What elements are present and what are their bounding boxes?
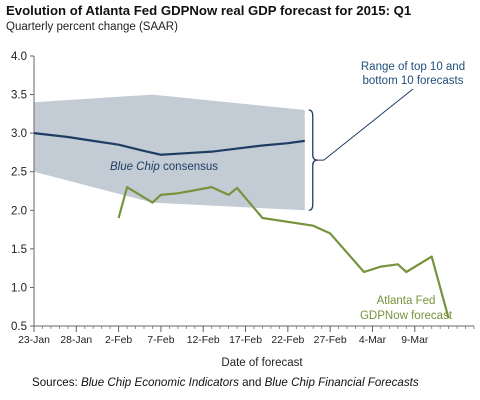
x-tick-label: 2-Feb [105, 335, 132, 346]
x-tick-label: 23-Jan [18, 335, 50, 346]
y-tick-label: 3.5 [11, 90, 27, 102]
y-tick-label: 1.0 [11, 282, 27, 294]
annotation-layer: Range of top 10 and bottom 10 forecasts Bl… [110, 61, 465, 322]
gdpnow-label-line: GDPNow forecast [360, 310, 453, 322]
blue-chip-label-rest: consensus [160, 161, 218, 173]
range-band [34, 94, 305, 211]
source-prefix: Sources: [32, 376, 81, 389]
chart-subtitle: Quarterly percent change (SAAR) [6, 21, 178, 33]
x-tick-label: 28-Jan [60, 335, 92, 346]
y-tick-label: 2.5 [11, 167, 27, 179]
y-tick-label: 1.5 [11, 244, 27, 256]
source-part2: Blue Chip Financial Forecasts [264, 376, 419, 389]
source-note: Sources: Blue Chip Economic Indicators a… [32, 376, 419, 389]
series-layer [33, 132, 450, 319]
x-tick-label: 17-Feb [229, 335, 262, 346]
x-tick-label: 12-Feb [187, 335, 220, 346]
y-tick-label: 3.0 [11, 128, 27, 140]
blue-chip-label: Blue Chip consensus [110, 161, 218, 173]
x-tick-label: 22-Feb [271, 335, 304, 346]
x-tick-label: 7-Feb [147, 335, 174, 346]
x-tick-label: 27-Feb [314, 335, 347, 346]
range-band-label-line: Range of top 10 and [361, 61, 465, 73]
blue-chip-consensus-line [33, 132, 305, 156]
x-axis-title: Date of forecast [221, 357, 303, 369]
chart-title: Evolution of Atlanta Fed GDPNow real GDP… [6, 3, 412, 18]
range-band-layer [34, 94, 305, 211]
y-tick-label: 2.0 [11, 205, 27, 217]
range-leader-line [317, 88, 414, 161]
axes: 4.0 3.5 3.0 2.5 2.0 1.5 1.0 0.5 23-Jan 28-Jan 2-Fe… [11, 51, 475, 369]
gdpnow-forecast-line [117, 186, 450, 319]
x-tick-label: 9-Mar [401, 335, 429, 346]
x-tick-label: 4-Mar [359, 335, 387, 346]
y-tick-label: 0.5 [11, 321, 27, 333]
y-tick-label: 4.0 [11, 51, 27, 63]
range-band-label-line: bottom 10 forecasts [363, 75, 464, 87]
range-bracket [308, 109, 318, 211]
source-middle: and [238, 376, 265, 389]
gdpnow-label-line: Atlanta Fed [377, 295, 436, 307]
blue-chip-label-italic: Blue Chip [110, 161, 160, 173]
source-part1: Blue Chip Economic Indicators [80, 376, 239, 389]
